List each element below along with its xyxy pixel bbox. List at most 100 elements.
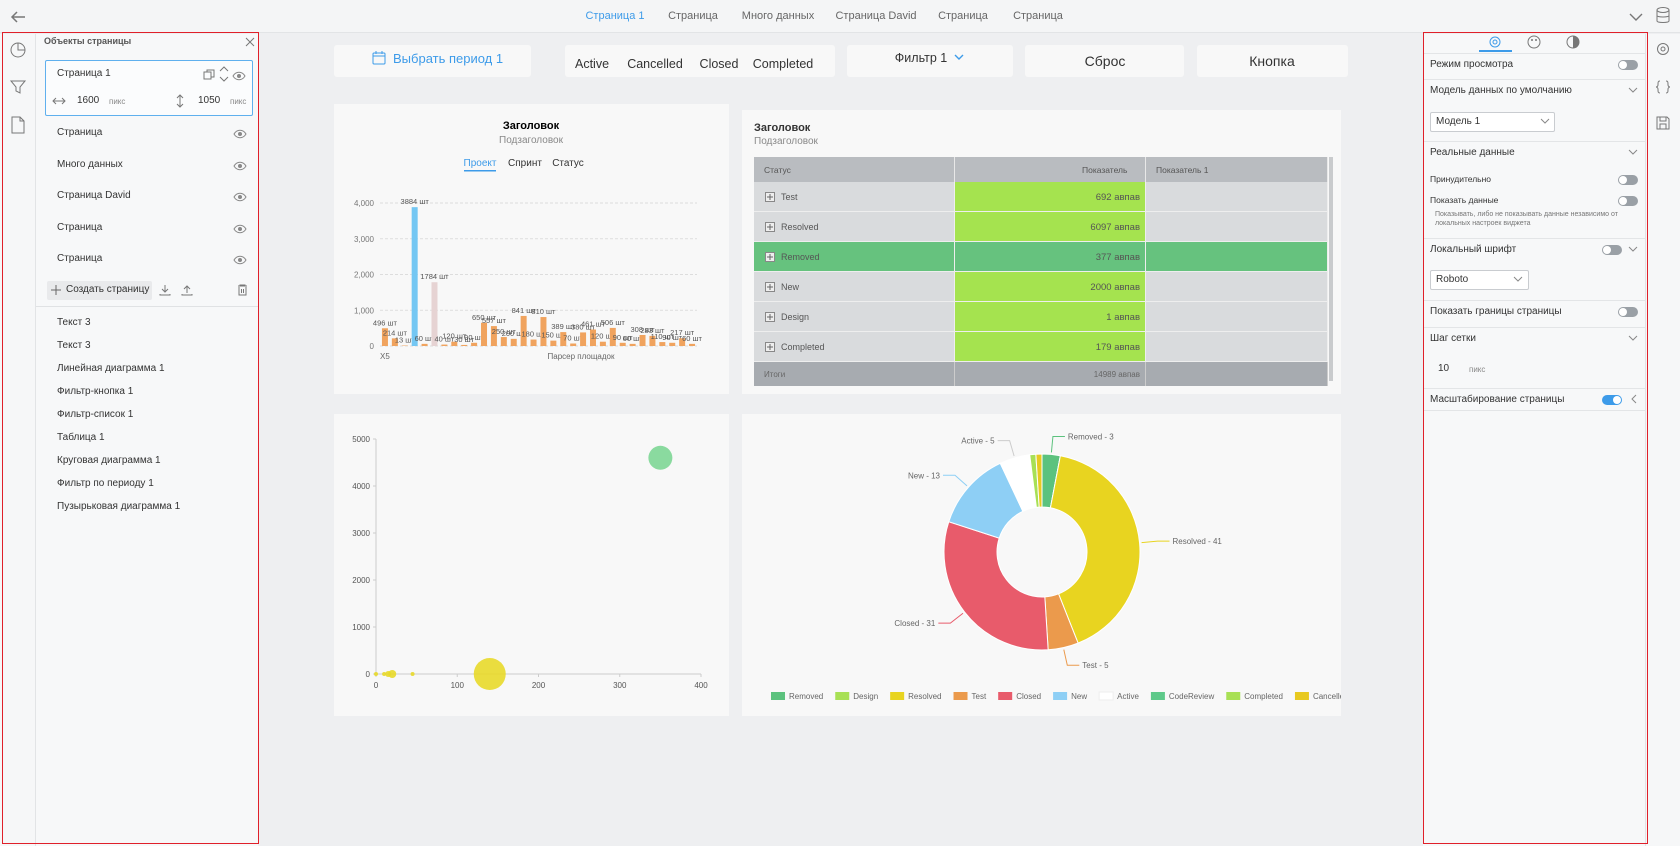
code-icon[interactable] (1655, 79, 1671, 95)
section-divider (1423, 327, 1645, 328)
y-tick-label: 2,000 (354, 271, 375, 280)
bar (421, 343, 428, 346)
y-tick-label: 4,000 (354, 199, 375, 208)
height-icon (176, 94, 184, 108)
font-select[interactable] (1430, 270, 1529, 290)
toggle[interactable] (1618, 196, 1638, 206)
grid-value[interactable]: 10 (1438, 363, 1450, 374)
period-filter[interactable] (334, 45, 531, 77)
chevron[interactable] (1628, 87, 1638, 95)
data-label: 283 шт (640, 326, 665, 335)
legend-label: New (1071, 692, 1087, 701)
data-label: 120 шт (591, 332, 616, 341)
page-tab[interactable]: Страница (668, 10, 718, 22)
page-tab[interactable]: Страница David (835, 10, 917, 22)
bubble (382, 672, 387, 676)
plus (767, 314, 773, 320)
toggle[interactable] (1602, 245, 1622, 255)
x-tick-label: 200 (532, 681, 546, 690)
toggle[interactable] (1602, 395, 1622, 405)
object-item[interactable]: Фильтр по периоду 1 (57, 478, 154, 489)
delete-icon[interactable] (237, 284, 248, 296)
legend-label: Closed (1016, 692, 1041, 701)
page-tab[interactable]: Много данных (741, 10, 815, 22)
chevron[interactable] (1628, 335, 1638, 343)
chart-icon[interactable] (9, 41, 27, 59)
collapse-icon[interactable] (1628, 9, 1644, 25)
upload-icon[interactable] (181, 284, 193, 296)
page-item[interactable]: Страница (57, 127, 103, 138)
pie-slice (1049, 455, 1141, 644)
setting-label: Реальные данные (1430, 147, 1515, 158)
column-header[interactable]: Показатель 1 (1156, 165, 1209, 175)
object-item[interactable]: Фильтр-список 1 (57, 409, 134, 420)
back-icon[interactable] (8, 7, 28, 27)
column-header[interactable]: Статус (764, 165, 791, 175)
y-tick-label: 0 (366, 670, 371, 679)
page-item[interactable]: Страница (57, 253, 103, 264)
eye-icon[interactable] (233, 254, 247, 266)
eye-icon[interactable] (233, 160, 247, 172)
page-item[interactable]: Много данных (57, 159, 123, 170)
object-item[interactable]: Линейная диаграмма 1 (57, 363, 165, 374)
order-icon[interactable] (219, 66, 229, 82)
download-icon[interactable] (159, 284, 171, 296)
settings-tab[interactable] (1487, 34, 1503, 50)
object-item[interactable]: Круговая диаграмма 1 (57, 455, 161, 466)
chevron[interactable] (1628, 246, 1638, 254)
page-tab[interactable]: Страница 1 (585, 10, 645, 22)
top-bar (0, 0, 1680, 33)
eye-icon[interactable] (233, 191, 247, 203)
eye-icon[interactable] (232, 70, 246, 82)
object-item[interactable]: Текст 3 (57, 340, 91, 351)
reset-button[interactable] (1025, 45, 1184, 77)
toggle[interactable] (1618, 60, 1638, 70)
list-filter[interactable] (847, 45, 1013, 77)
data-label: 200 шт (502, 329, 527, 338)
close-icon[interactable] (245, 37, 255, 47)
data-label: 506 шт (601, 318, 626, 327)
data-label: 650 шт (472, 313, 497, 322)
setting-label: Показать границы страницы (1430, 306, 1562, 317)
filter-icon[interactable] (9, 78, 27, 96)
y-tick-label: 3000 (352, 529, 370, 538)
palette-tab[interactable] (1526, 34, 1542, 50)
page-tab[interactable]: Страница (1013, 10, 1063, 22)
chevron[interactable] (1628, 149, 1638, 157)
button[interactable] (1197, 45, 1348, 77)
status-option[interactable]: Completed (752, 57, 814, 71)
page-tab[interactable]: Страница (938, 10, 988, 22)
save-icon[interactable] (1656, 116, 1670, 130)
page-icon[interactable] (10, 116, 26, 134)
copy-icon[interactable] (203, 69, 215, 81)
chevron[interactable] (1630, 394, 1638, 404)
toggle[interactable] (1618, 307, 1638, 317)
status-option[interactable]: Active (574, 57, 610, 71)
legend-swatch (771, 692, 785, 700)
height-value: 1050 (198, 95, 221, 106)
toggle[interactable] (1618, 175, 1638, 185)
gear-icon[interactable] (1655, 41, 1671, 57)
table-cell (754, 242, 955, 272)
create-page-button[interactable] (47, 281, 152, 300)
period-label[interactable]: Выбрать период 1 (393, 51, 504, 66)
divider (36, 306, 258, 307)
status-option[interactable]: Cancelled (627, 57, 683, 71)
column-header[interactable]: Показатель (1082, 165, 1128, 175)
page-item[interactable]: Страница (57, 222, 103, 233)
object-item[interactable]: Пузырьковая диаграмма 1 (57, 501, 181, 512)
page-item[interactable]: Страница David (57, 190, 131, 201)
eye-icon[interactable] (233, 223, 247, 235)
object-item[interactable]: Фильтр-кнопка 1 (57, 386, 134, 397)
y-tick-label: 3,000 (354, 235, 375, 244)
database-icon[interactable] (1654, 6, 1672, 26)
model-select[interactable] (1430, 112, 1555, 132)
bar (500, 337, 507, 346)
status-option[interactable]: Closed (699, 57, 739, 71)
current-page[interactable] (45, 60, 253, 116)
object-item[interactable]: Таблица 1 (57, 432, 105, 443)
eye-icon[interactable] (233, 128, 247, 140)
contrast-tab[interactable] (1565, 34, 1581, 50)
object-item[interactable]: Текст 3 (57, 317, 91, 328)
row-label: Test (781, 192, 798, 202)
